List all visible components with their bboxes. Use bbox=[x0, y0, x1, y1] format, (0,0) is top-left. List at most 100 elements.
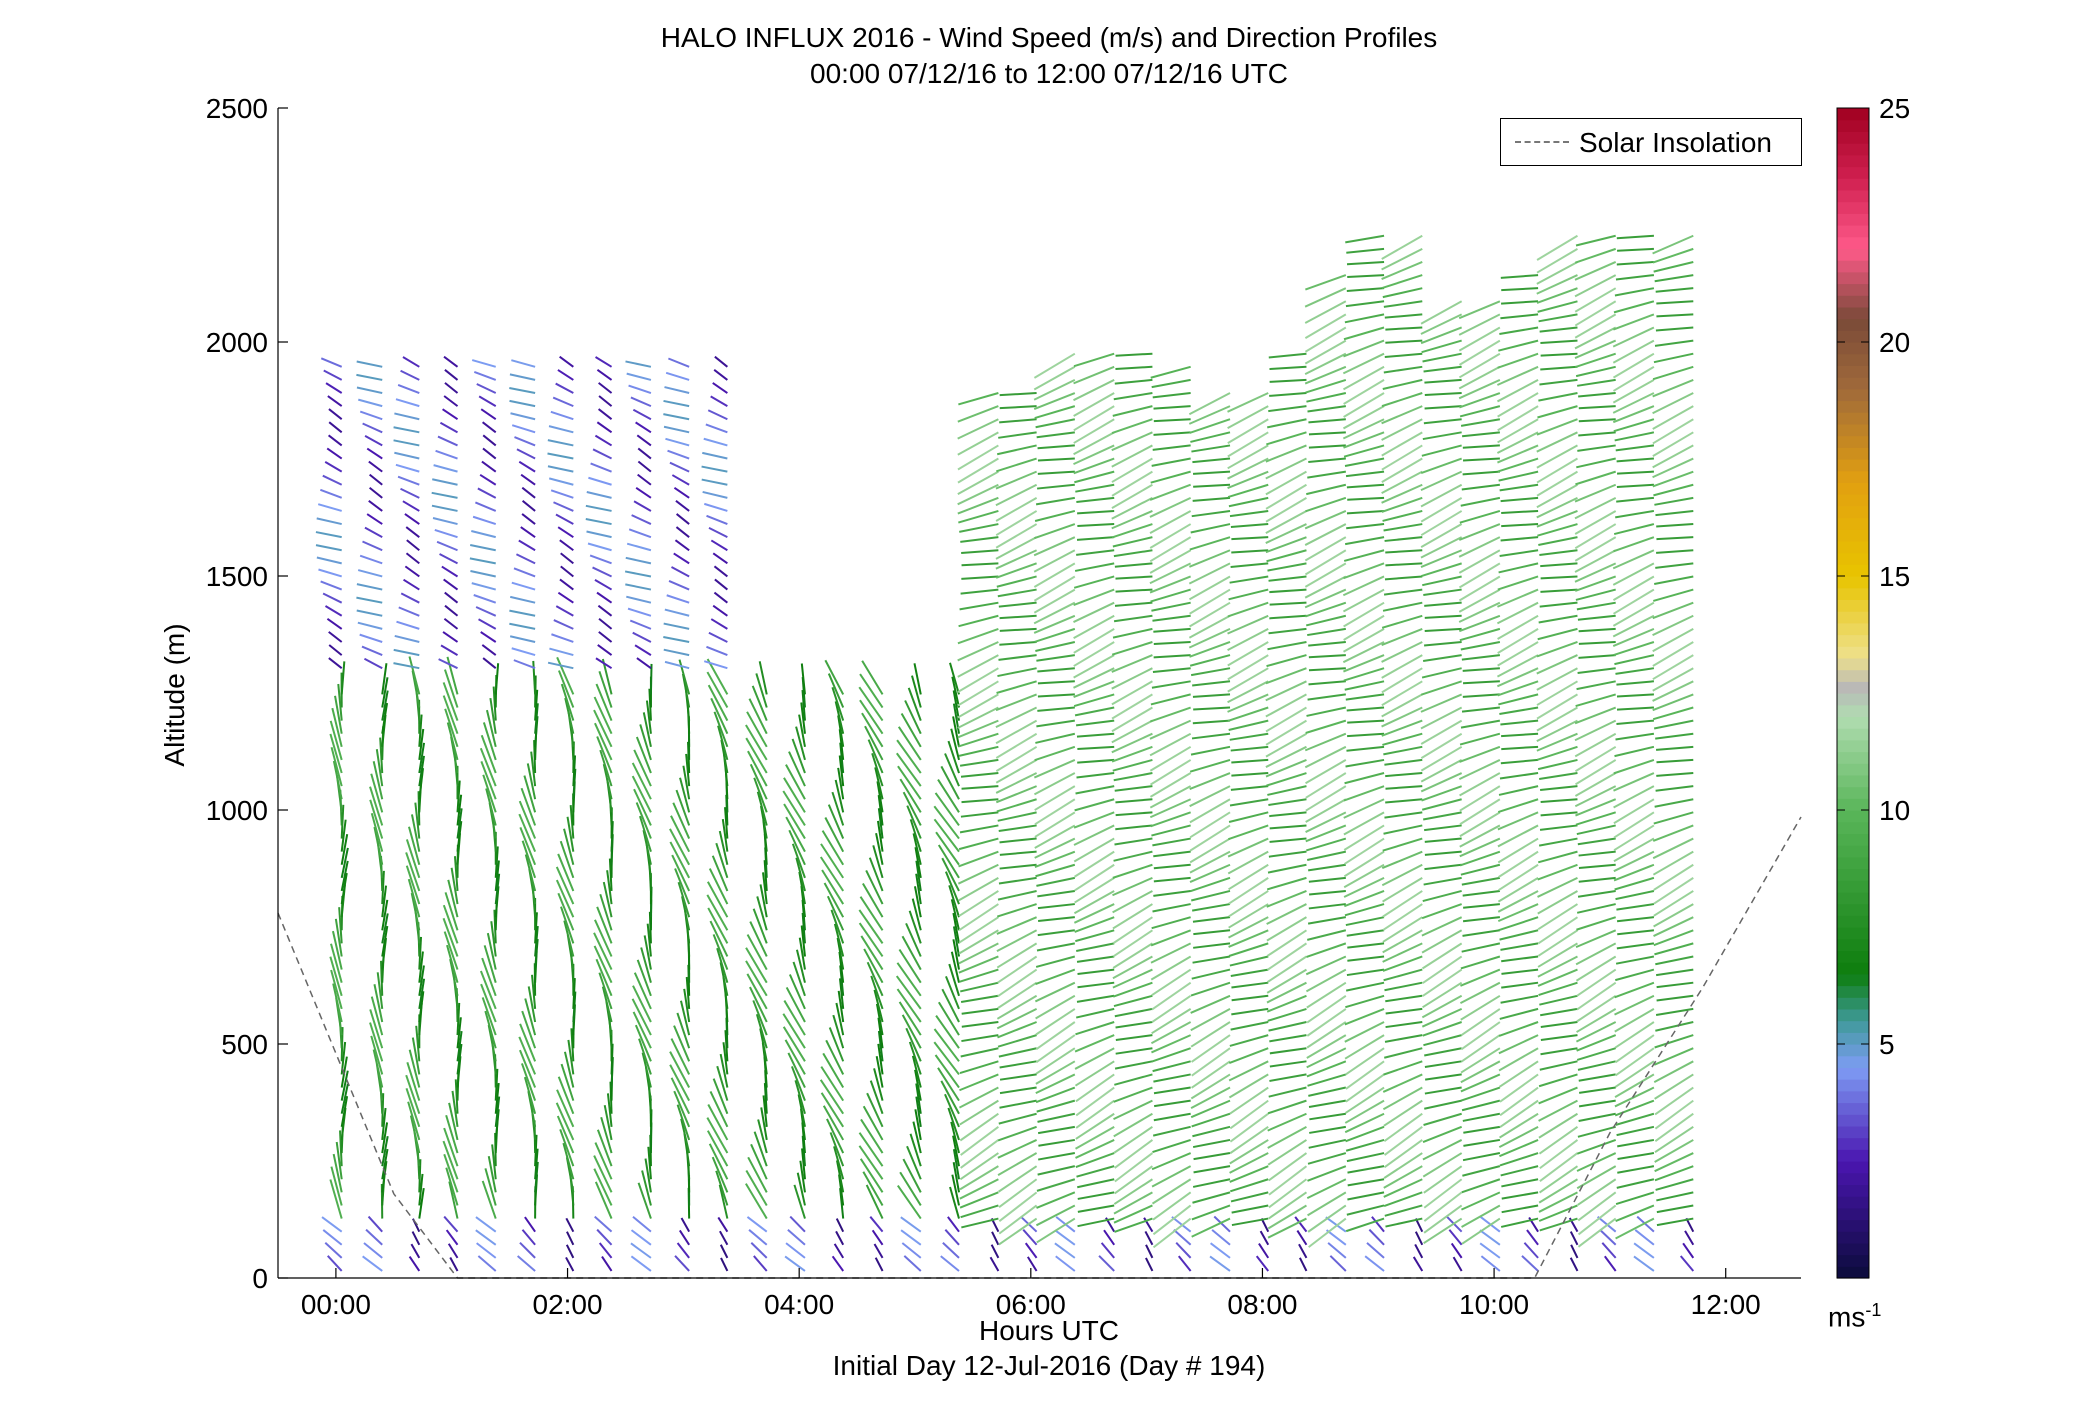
wind-vector bbox=[526, 763, 537, 800]
wind-vector bbox=[1150, 955, 1192, 981]
wind-vector bbox=[869, 1080, 884, 1115]
wind-vector bbox=[381, 702, 389, 734]
wind-vector bbox=[1343, 824, 1385, 851]
wind-vector bbox=[704, 502, 728, 512]
wind-vector bbox=[1152, 1217, 1192, 1249]
wind-vector bbox=[494, 860, 500, 892]
wind-vector bbox=[746, 973, 768, 1010]
wind-vector bbox=[1266, 929, 1308, 957]
wind-vector bbox=[997, 1139, 1038, 1159]
wind-vector bbox=[456, 1017, 462, 1049]
wind-vector bbox=[1266, 890, 1307, 908]
wind-vector bbox=[669, 841, 691, 879]
wind-vector bbox=[1653, 916, 1694, 937]
wind-vector bbox=[952, 716, 960, 748]
wind-vector bbox=[702, 490, 728, 499]
wind-vector bbox=[328, 657, 343, 669]
wind-vector bbox=[1304, 326, 1347, 353]
wind-vector bbox=[1306, 1021, 1347, 1049]
wind-vector bbox=[1616, 693, 1654, 698]
wind-vector bbox=[1540, 1007, 1578, 1017]
wind-vector bbox=[996, 444, 1037, 456]
wind-vector bbox=[519, 826, 537, 866]
wind-vector bbox=[1612, 601, 1655, 627]
wind-vector bbox=[1230, 745, 1269, 752]
colorbar-segment bbox=[1837, 962, 1869, 975]
wind-vector bbox=[675, 513, 690, 525]
colorbar-segment bbox=[1837, 611, 1869, 624]
wind-vector bbox=[1459, 850, 1501, 867]
wind-vector bbox=[915, 873, 922, 905]
wind-vector bbox=[593, 945, 613, 984]
wind-vector bbox=[1077, 745, 1115, 751]
wind-vector bbox=[1345, 994, 1385, 1009]
wind-vector bbox=[556, 1089, 575, 1128]
wind-vector bbox=[1307, 1152, 1347, 1165]
wind-vector bbox=[598, 617, 613, 630]
wind-vector bbox=[1654, 274, 1694, 283]
wind-vector bbox=[442, 631, 459, 643]
wind-vector bbox=[1153, 431, 1191, 436]
wind-vector bbox=[995, 785, 1037, 804]
wind-vector bbox=[494, 663, 500, 695]
wind-vector bbox=[369, 1022, 384, 1062]
wind-vector bbox=[904, 700, 922, 735]
wind-vector bbox=[1574, 510, 1617, 535]
wind-vector bbox=[1459, 392, 1501, 409]
wind-vector bbox=[748, 698, 768, 735]
wind-vector bbox=[593, 1168, 613, 1206]
wind-vector bbox=[369, 1009, 384, 1049]
wind-vector bbox=[329, 720, 343, 761]
wind-vector bbox=[592, 566, 612, 578]
wind-vector bbox=[995, 496, 1038, 522]
wind-vector bbox=[1227, 641, 1269, 667]
wind-vector bbox=[961, 562, 999, 567]
wind-vector bbox=[1344, 903, 1385, 917]
wind-vector bbox=[714, 355, 729, 368]
wind-vector bbox=[1578, 405, 1616, 410]
wind-vector bbox=[1347, 942, 1385, 949]
wind-vector bbox=[996, 575, 1037, 588]
wind-vector bbox=[1461, 942, 1501, 953]
wind-vector bbox=[1383, 1139, 1423, 1169]
wind-vector bbox=[530, 751, 537, 787]
wind-vector bbox=[714, 578, 729, 591]
wind-vector bbox=[1540, 1021, 1578, 1029]
wind-vector bbox=[1035, 994, 1076, 1020]
wind-vector bbox=[1421, 785, 1462, 802]
wind-vector bbox=[860, 935, 884, 971]
wind-vector bbox=[442, 682, 459, 721]
wind-vector bbox=[948, 885, 960, 918]
wind-vector bbox=[1037, 680, 1075, 685]
colorbar-tick-label: 20 bbox=[1879, 327, 1910, 358]
wind-vector bbox=[1422, 955, 1463, 984]
colorbar-segment bbox=[1837, 1044, 1869, 1057]
wind-vector bbox=[999, 405, 1037, 410]
colorbar-segment bbox=[1837, 845, 1869, 858]
wind-vector bbox=[483, 945, 497, 983]
wind-vector bbox=[635, 736, 652, 774]
wind-vector bbox=[1461, 1204, 1501, 1228]
wind-vector bbox=[1151, 680, 1191, 689]
wind-vector bbox=[1036, 1178, 1076, 1192]
wind-vector bbox=[863, 948, 884, 984]
colorbar-segment bbox=[1837, 1137, 1869, 1150]
wind-vector bbox=[597, 644, 613, 656]
wind-vector bbox=[1113, 1126, 1153, 1154]
wind-vector bbox=[1305, 968, 1347, 993]
wind-vector bbox=[558, 670, 575, 708]
wind-vector bbox=[1343, 850, 1385, 878]
wind-vector bbox=[1154, 1099, 1191, 1108]
wind-vector bbox=[1191, 968, 1231, 980]
wind-vector bbox=[1037, 1125, 1075, 1135]
wind-vector bbox=[1269, 1060, 1307, 1068]
wind-vector bbox=[1616, 234, 1654, 240]
wind-vector bbox=[1461, 654, 1500, 661]
wind-vector bbox=[999, 614, 1037, 620]
wind-vector bbox=[1384, 313, 1423, 319]
wind-vector bbox=[951, 1174, 960, 1206]
wind-vector bbox=[900, 1216, 922, 1233]
wind-vector bbox=[1343, 628, 1385, 653]
wind-vector bbox=[1153, 1112, 1191, 1122]
wind-vector bbox=[957, 444, 999, 471]
